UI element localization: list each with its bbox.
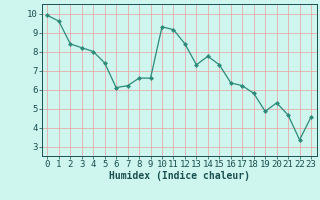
- X-axis label: Humidex (Indice chaleur): Humidex (Indice chaleur): [109, 171, 250, 181]
